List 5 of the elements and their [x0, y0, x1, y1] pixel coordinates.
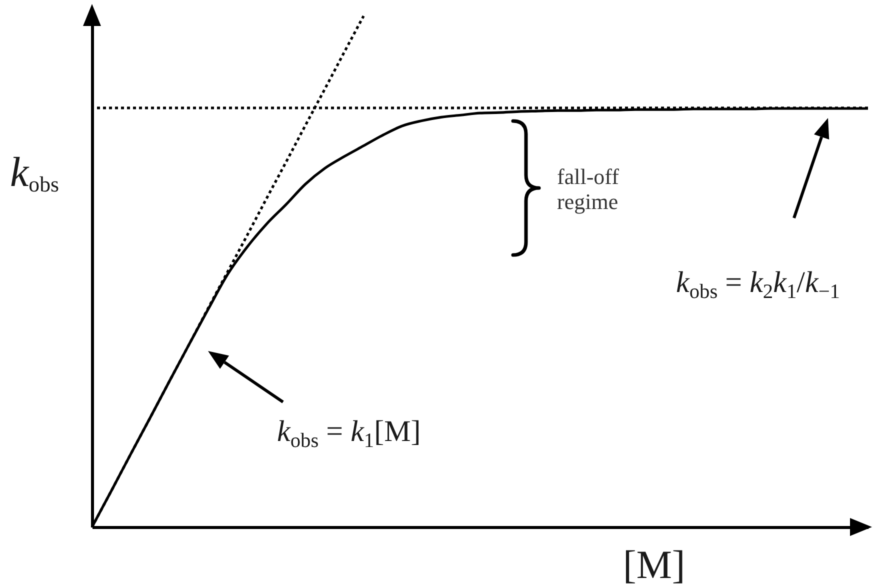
annotation: k$_{obs}$ = k$_{1}$[M]: [277, 415, 421, 452]
annotation: fall-off regime: [557, 164, 620, 214]
x-axis-title: [M]: [623, 542, 686, 587]
text: k$_{obs}$ = k$_{2}$k$_{1}$/k$_{−1}$: [676, 266, 840, 304]
y-axis-title: k$_{obs}$: [10, 150, 59, 196]
